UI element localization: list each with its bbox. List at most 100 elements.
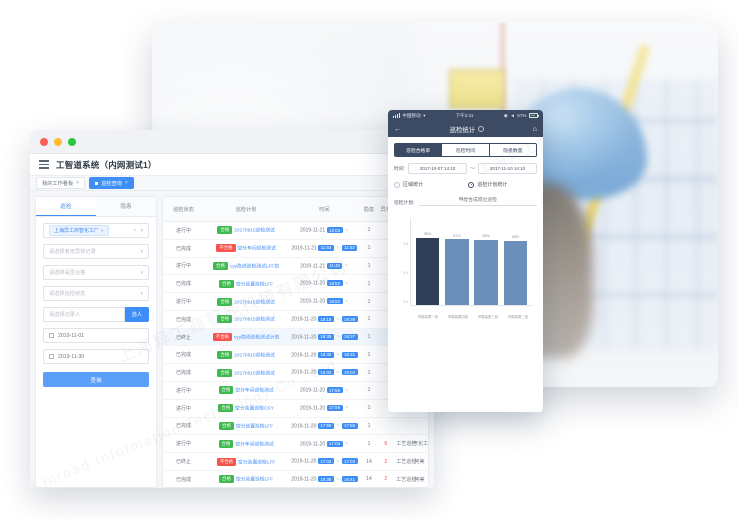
cell-time: 2019-11-21 11:49 ~ [288,257,361,276]
tab-workboard[interactable]: 我的工作看板 × [36,177,86,189]
plan-link[interactable]: 空分装置巡检LFF [235,282,274,288]
clear-icon[interactable]: × [133,227,137,234]
tab-workboard-label: 我的工作看板 [42,180,74,187]
plan-link[interactable]: 20170915巡检测试 [234,353,275,359]
plan-link[interactable]: 20170915巡检测试 [234,370,275,376]
table-row[interactable]: 已终止 不合格 空分装置巡检LFF 2019-11-20 17:03 ~ 17:04 1… [163,452,428,471]
qualified-select[interactable]: 请选择是否合格 ▾ [43,265,149,280]
recorder-input[interactable]: 请选择记录人 [43,307,125,322]
mobile-date-end[interactable]: 2017-11-10 14:10 [477,163,538,174]
time-pill: 18:02 [317,369,334,376]
tab-inspection-query[interactable]: 巡检查询 × [89,177,134,189]
mobile-date-start[interactable]: 2017-10-07 14:10 [407,163,467,174]
table-row[interactable]: 进行中 合格 空分车间巡检测试 2019-11-20 17:03 ~1 6 工艺巡检 气化工… [163,434,428,454]
date-end-input[interactable]: 2019-11-30 [43,349,149,364]
bar-value-label: 95% [511,235,519,240]
chart-bar[interactable] [474,239,498,306]
time-pill: 17:03 [317,458,334,465]
table-row[interactable]: 已完成 合格 空分装置巡检LFF 2019-11-20 17:55 ~ 17:56 1 [163,417,428,436]
plan-link[interactable]: 20170915巡检测试 [234,299,275,305]
plan-value[interactable]: 甲醇合成岗位巡检 [418,196,537,206]
window-maximize-button[interactable] [68,137,76,146]
org-tag[interactable]: 上海异工商智化工厂 × [49,225,109,236]
date-start-input[interactable]: 2019-11-01 [43,328,149,343]
cell-time: 2019-11-20 18:02 ~ 18:04 [288,363,361,383]
plan-link[interactable]: 空分车间巡检测试 [235,388,274,394]
window-minimize-button[interactable] [54,137,62,146]
cell-plan: 合格 20170915巡检测试 [203,221,289,240]
mobile-plan-row: 巡检计划: 甲醇合成岗位巡检 [394,196,537,206]
segment-pass-rate[interactable]: 巡检合格率 [395,144,443,156]
abnormal-count: 2 [384,476,388,483]
window-titlebar [30,130,434,154]
org-select[interactable]: 上海异工商智化工厂 × × ▾ [43,223,149,238]
close-icon[interactable]: × [124,180,128,186]
chart-bar[interactable] [445,239,469,306]
filter-tab-hazard[interactable]: 隐患 [96,197,156,216]
cell-time: 2019-11-20 17:55 ~ 17:56 [288,417,361,436]
table-row[interactable]: 已完成 合格 空分装置巡检LFF 2019-11-20 18:52 ~1 [163,274,428,294]
table-row[interactable]: 进行中 合格 空分装置巡检CSY 2019-11-20 17:59 ~1 [163,399,428,418]
tag-remove-icon[interactable]: × [101,228,104,233]
home-icon[interactable]: ⌂ [532,125,537,133]
mobile-segmented-control: 巡检合格率 巡检时间 隐患数量 [394,143,537,157]
window-body: 巡检 隐患 上海异工商智化工厂 × × ▾ [30,191,434,488]
abnormal-record-select[interactable]: 请选择有无异常记录 ▾ [43,244,149,259]
cell-plan: 合格 cyy隐线巡检测试LFF划 [203,257,289,276]
plan-link[interactable]: 空分装置巡检LFF [235,477,274,483]
mobile-navbar: ← 巡检统计 ⌂ [388,121,543,137]
plan-link[interactable]: 空分车间巡检测试 [237,246,276,252]
cell-status: 已终止 [163,452,204,471]
chevron-down-icon[interactable]: ▾ [140,227,143,234]
cell-type [394,417,412,436]
cell-time: 2019-11-20 18:18 ~ 18:39 [288,310,361,329]
plan-link[interactable]: cyy隐线巡检测试计划 [233,335,280,341]
page-title: 工智道系统（内网测试1） [56,159,157,170]
table-row[interactable]: 已完成 合格 空分装置巡检LFF 2019-11-20 16:38 ~ 16:41 14… [163,470,428,487]
y-tick-label: 0.4 [403,270,408,275]
cell-status: 进行中 [163,292,204,311]
table-row[interactable]: 已完成 不合格 空分车间巡检测试 2019-11-21 11:53 ~ 11:53 1 [163,239,428,258]
chart-bar[interactable] [415,237,440,306]
chart-bar[interactable] [503,240,528,306]
query-button[interactable]: 查询 [43,372,149,387]
chevron-down-icon[interactable]: ▾ [140,269,143,276]
cell-hazard: 1 [360,257,378,276]
plan-link[interactable]: 空分装置巡检CSY [235,406,274,412]
time-pill: 18:37 [341,333,358,340]
segment-inspection-time[interactable]: 巡检时间 [442,144,490,156]
date-start-value: 2019-11-01 [58,332,85,339]
time-separator: ~ [336,423,340,430]
plan-link[interactable]: 空分装置巡检LFF [235,424,274,430]
inspection-table: 巡检状态 巡检计划 时间 隐患 异常 巡检类型 区域 进行中合格20170915… [163,197,428,487]
plan-link[interactable]: 20170915巡检测试 [234,317,275,323]
calendar-icon [49,353,54,359]
chart-bars: 99% 97% 96% 95% [413,218,530,306]
back-arrow-icon[interactable]: ← [394,125,401,133]
radio-area-stats[interactable]: 区域统计 [394,181,468,188]
cell-hazard: 1 [360,434,378,454]
cell-time: 2019-11-20 16:38 ~ 16:41 [288,470,361,487]
time-separator: ~ [336,352,340,359]
segment-hazard-count[interactable]: 隐患数量 [489,144,536,156]
menu-icon[interactable] [39,160,49,169]
chevron-down-icon[interactable]: ▾ [140,290,143,297]
cell-time: 2019-11-21 11:53 ~ 11:53 [288,239,361,258]
plan-link[interactable]: cyy隐线巡检测试LFF划 [229,264,280,270]
status-select[interactable]: 请选择巡检状态 ▾ [43,286,149,301]
inspection-table-panel: 巡检状态 巡检计划 时间 隐患 异常 巡检类型 区域 进行中合格20170915… [162,196,429,488]
qualification-badge: 合格 [218,404,234,413]
gear-icon[interactable] [478,126,485,132]
plan-link[interactable]: 20170915巡检测试 [234,228,275,234]
cell-status: 进行中 [163,399,204,418]
select-person-button[interactable]: 选人 [124,307,149,322]
window-close-button[interactable] [40,137,48,146]
close-icon[interactable]: × [76,180,80,186]
plan-link[interactable]: 空分车间巡检测试 [235,442,274,448]
chevron-down-icon[interactable]: ▾ [140,248,143,255]
cell-plan: 不合格 空分装置巡检LFF [203,452,289,471]
radio-plan-stats[interactable]: 巡检计划统计 [468,181,507,188]
mobile-time-row: 时间: 2017-10-07 14:10 ～ 2017-11-10 14:10 [394,163,538,174]
filter-tab-inspection[interactable]: 巡检 [36,197,96,216]
plan-link[interactable]: 空分装置巡检LFF [238,459,276,465]
